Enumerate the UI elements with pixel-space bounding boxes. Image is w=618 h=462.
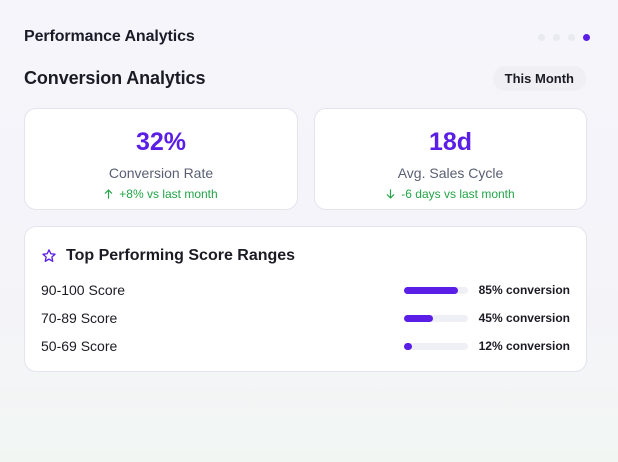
section-header: Conversion Analytics This Month (24, 65, 586, 91)
page-dot-4-active[interactable] (583, 33, 590, 41)
metric-change: -6 days vs last month (386, 187, 515, 201)
metric-change-text: +8% vs last month (119, 187, 218, 201)
score-range-label: 70-89 Score (41, 310, 118, 326)
metric-change-text: -6 days vs last month (401, 187, 515, 201)
top-bar: Performance Analytics (24, 26, 590, 48)
conversion-rate-card: 32% Conversion Rate +8% vs last month (24, 108, 298, 210)
score-range-label: 90-100 Score (41, 282, 126, 298)
score-range-row: 70-89 Score 45% conversion (41, 310, 570, 326)
section-title: Conversion Analytics (24, 67, 206, 88)
metric-label: Avg. Sales Cycle (397, 165, 504, 181)
arrow-up-icon (105, 189, 113, 199)
star-icon (42, 249, 56, 262)
sales-cycle-card: 18d Avg. Sales Cycle -6 days vs last mon… (314, 108, 587, 210)
period-filter-button[interactable]: This Month (492, 65, 586, 91)
conversion-bar (404, 314, 468, 322)
conversion-bar (404, 342, 468, 350)
conversion-bar-fill (404, 314, 433, 322)
conversion-rate-text: 85% conversion (478, 283, 570, 297)
page-indicator (538, 33, 590, 41)
score-range-row: 90-100 Score 85% conversion (41, 282, 570, 298)
conversion-bar-fill (404, 342, 412, 350)
conversion-rate-text: 12% conversion (478, 339, 570, 353)
score-range-row: 50-69 Score 12% conversion (41, 338, 570, 354)
score-ranges-title: Top Performing Score Ranges (66, 247, 296, 264)
app-title: Performance Analytics (24, 28, 195, 45)
conversion-bar-fill (404, 286, 459, 294)
score-ranges-card: Top Performing Score Ranges 90-100 Score… (24, 226, 587, 372)
metric-label: Conversion Rate (108, 165, 214, 181)
arrow-down-icon (387, 189, 395, 199)
score-ranges-header: Top Performing Score Ranges (41, 247, 295, 265)
conversion-rate-text: 45% conversion (478, 311, 570, 325)
score-range-label: 50-69 Score (41, 338, 118, 354)
page-dot-3[interactable] (568, 33, 575, 41)
metric-value: 32% (135, 128, 187, 156)
page-dot-1[interactable] (538, 33, 545, 41)
page-dot-2[interactable] (553, 33, 560, 41)
metric-change: +8% vs last month (104, 187, 218, 201)
metric-value: 18d (428, 128, 473, 156)
conversion-bar (404, 286, 468, 294)
